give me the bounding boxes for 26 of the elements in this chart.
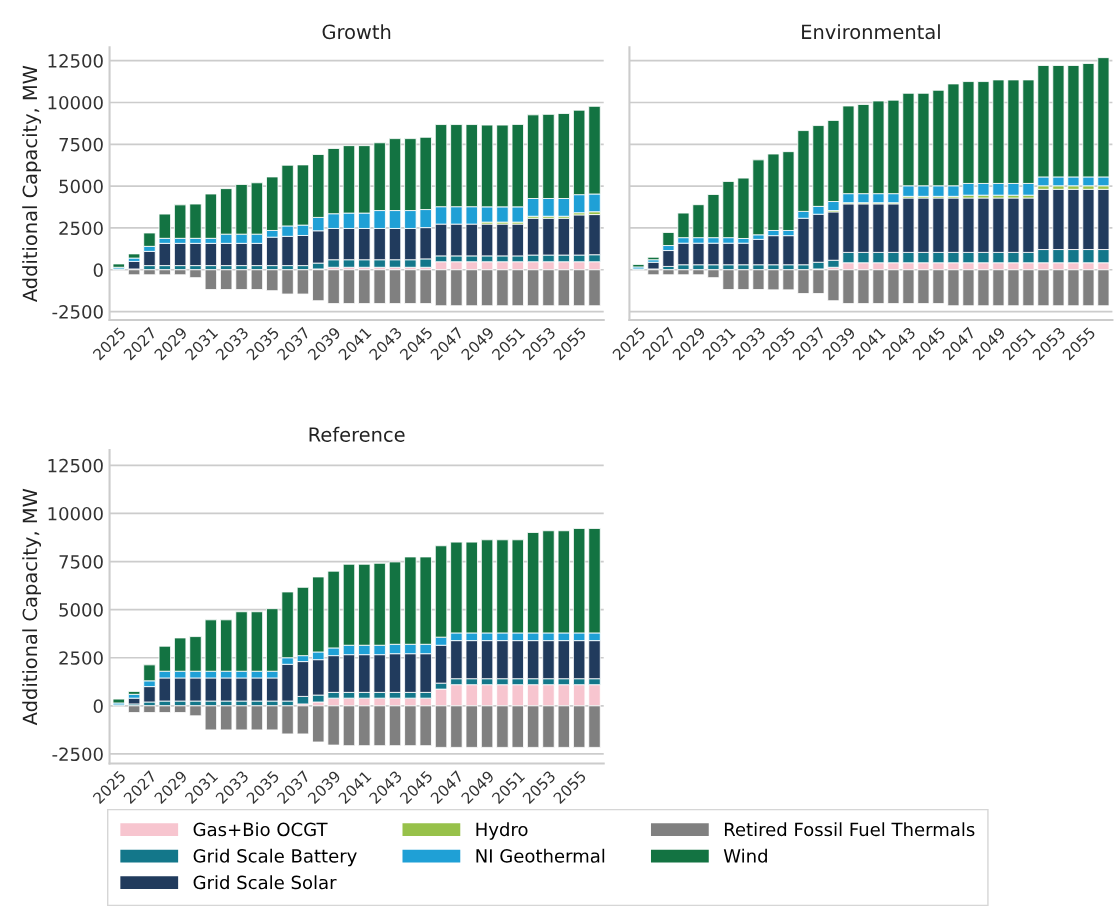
y-tick-label: 7500	[59, 555, 103, 569]
y-tick-label: 5000	[59, 179, 103, 194]
y-tick-label: 2500	[59, 651, 103, 665]
legend-label: Grid Scale Solar	[193, 875, 337, 890]
y-tick-label: 10000	[48, 506, 103, 521]
y-tick-label: 0	[93, 263, 103, 277]
y-tick-label: 0	[93, 699, 103, 713]
chart-title: Environmental	[802, 24, 940, 40]
y-axis-title: Additional Capacity, MW	[22, 488, 42, 726]
legend-label: NI Geothermal	[476, 848, 605, 863]
chart-title: Reference	[309, 426, 405, 442]
y-tick-label: 12500	[48, 458, 103, 473]
legend-label: Wind	[723, 848, 767, 863]
legend-label: Grid Scale Battery	[193, 848, 357, 867]
legend-label: Hydro	[476, 822, 528, 840]
y-tick-label: 5000	[59, 603, 103, 617]
chart-title: Growth	[322, 24, 391, 40]
y-tick-label: 10000	[48, 95, 103, 110]
y-tick-label: -2500	[52, 747, 103, 762]
y-tick-label: 2500	[59, 221, 103, 236]
y-axis-title: Additional Capacity, MW	[22, 65, 42, 303]
y-tick-label: 12500	[48, 54, 103, 68]
y-tick-label: -2500	[52, 305, 103, 319]
legend-label: Retired Fossil Fuel Thermals	[724, 822, 975, 837]
legend-label: Gas+Bio OCGT	[193, 822, 328, 837]
y-tick-label: 7500	[59, 137, 103, 152]
